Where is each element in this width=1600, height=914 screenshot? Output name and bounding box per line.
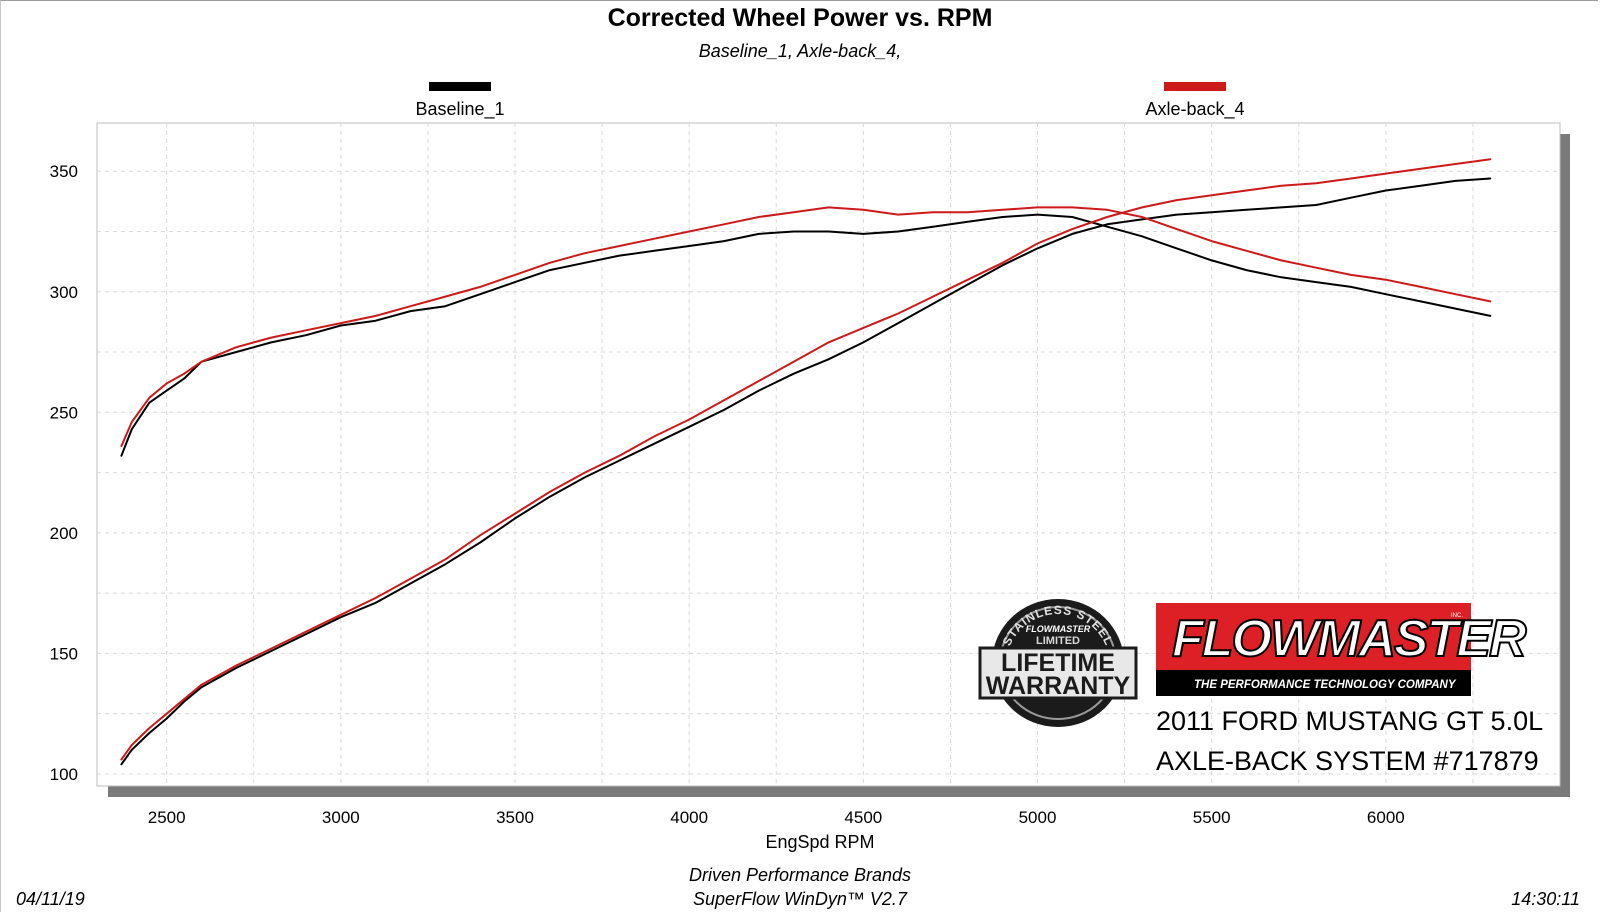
footer-company: Driven Performance Brands [688,865,912,885]
warranty-limited: LIMITED [1036,635,1080,647]
series-group [120,158,1492,766]
y-tick-label: 200 [50,524,78,543]
x-tick-label: 3500 [496,808,534,827]
y-tick-label: 350 [50,162,78,181]
legend-item-axle-back: Axle-back_4 [1130,82,1260,120]
y-tick-label: 250 [50,403,78,422]
chart-subtitle: Baseline_1, Axle-back_4, [698,41,902,61]
x-tick-label: 6000 [1367,808,1405,827]
x-tick-label: 5500 [1193,808,1231,827]
series-line-axle-back-4-upper [120,206,1492,448]
flowmaster-logo: FLOWMASTER INC. THE PERFORMANCE TECHNOLO… [1156,603,1528,696]
footer-software: SuperFlow WinDyn™ V2.7 [693,889,907,909]
flowmaster-brand: FLOWMASTER [1171,609,1528,669]
warranty-badge: STAINLESS STEEL FLOWMASTER LIMITED LIFET… [978,599,1138,727]
warranty-lifetime: LIFETIME [1001,649,1115,677]
chart-title: Corrected Wheel Power vs. RPM [607,4,993,32]
y-tick-label: 100 [50,765,78,784]
flowmaster-inc: INC. [1451,613,1463,619]
legend-label-baseline: Baseline_1 [415,99,505,119]
flowmaster-tag-bar [1156,670,1471,696]
x-tick-label: 4500 [844,808,882,827]
series-line-baseline-1-lower [120,177,1492,766]
vehicle-annotation-line2: AXLE-BACK SYSTEM #717879 [1156,746,1539,776]
flowmaster-tagline: THE PERFORMANCE TECHNOLOGY COMPANY [1194,679,1456,691]
legend-swatch-baseline [429,82,491,91]
legend-item-baseline: Baseline_1 [405,82,515,120]
x-tick-label: 4000 [670,808,708,827]
axis-ticks: 2500 3000 3500 4000 4500 5000 5500 6000 100 150 20… [50,162,1405,827]
legend-swatch-axle-back [1164,82,1226,91]
series-line-baseline-1-upper [120,213,1492,457]
series-line-axle-back-4-lower [120,158,1492,761]
footer-time: 14:30:11 [1511,889,1580,909]
vehicle-annotation-line1: 2011 FORD MUSTANG GT 5.0L [1156,706,1544,736]
x-tick-label: 5000 [1019,808,1057,827]
legend-label-axle-back: Axle-back_4 [1145,99,1245,119]
x-axis-label: EngSpd RPM [765,832,875,852]
y-tick-label: 300 [50,283,78,302]
warranty-banner [978,646,1138,700]
footer-date: 04/11/19 [16,889,85,909]
y-tick-label: 150 [50,644,78,663]
warranty-brand: FLOWMASTER [1026,624,1091,634]
x-tick-label: 3000 [322,808,360,827]
x-tick-label: 2500 [148,808,186,827]
warranty-warranty: WARRANTY [986,672,1131,700]
